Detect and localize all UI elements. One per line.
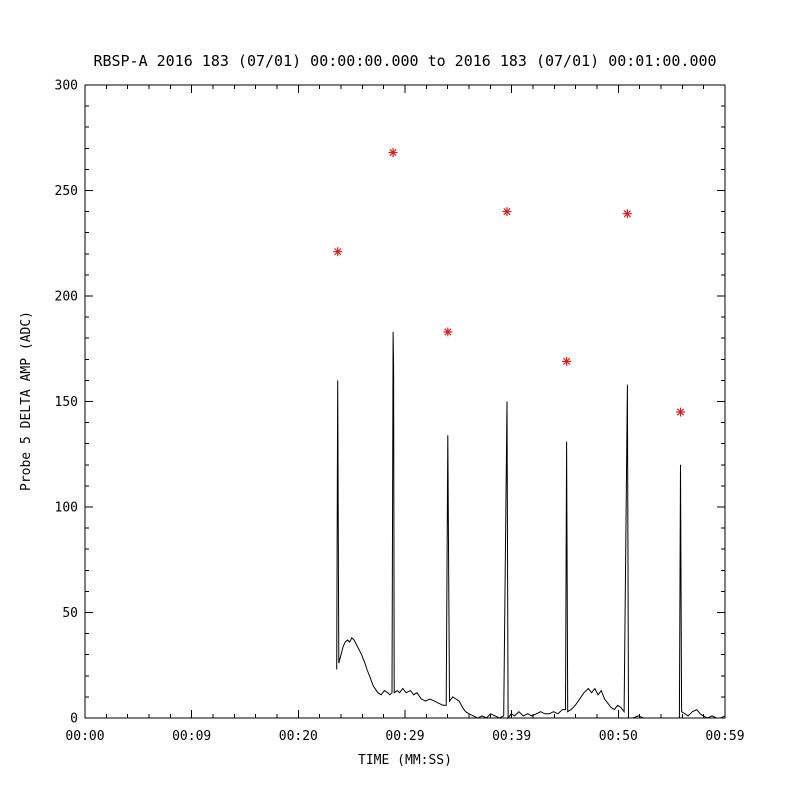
peak-marker-asterisk: [334, 248, 342, 256]
x-tick-label: 00:59: [705, 729, 744, 744]
y-axis-label: Probe 5 DELTA AMP (ADC): [19, 311, 34, 491]
y-tick-label: 0: [70, 712, 78, 727]
peak-marker-asterisk: [676, 408, 685, 416]
x-tick-label: 00:09: [172, 729, 211, 744]
x-axis-label: TIME (MM:SS): [358, 753, 452, 768]
x-tick-label: 00:50: [599, 729, 638, 744]
chart-title: RBSP-A 2016 183 (07/01) 00:00:00.000 to …: [93, 52, 716, 70]
x-tick-label: 00:20: [279, 729, 318, 744]
x-tick-label: 00:29: [385, 729, 424, 744]
y-tick-label: 200: [55, 290, 78, 305]
y-tick-label: 150: [55, 395, 78, 410]
y-tick-label: 250: [55, 184, 78, 199]
plot-box: [84, 84, 726, 719]
peak-marker-asterisk: [444, 328, 452, 336]
chart-layer: 00:00 00:09 00:20 00:29 00:39 00:50 00:59 0 50 10…: [55, 79, 745, 745]
peak-marker-asterisk: [623, 210, 631, 218]
data-line-probe-5-delta-amp: [336, 331, 726, 720]
x-tick-label: 00:39: [492, 729, 531, 744]
peak-marker-asterisk: [389, 148, 397, 157]
y-tick-label: 100: [55, 501, 78, 516]
x-tick-label: 00:00: [65, 729, 104, 744]
peak-marker-asterisk: [563, 357, 571, 366]
peak-marker-asterisk: [503, 207, 511, 216]
y-tick-label: 300: [55, 79, 78, 94]
y-tick-label: 50: [62, 606, 78, 621]
